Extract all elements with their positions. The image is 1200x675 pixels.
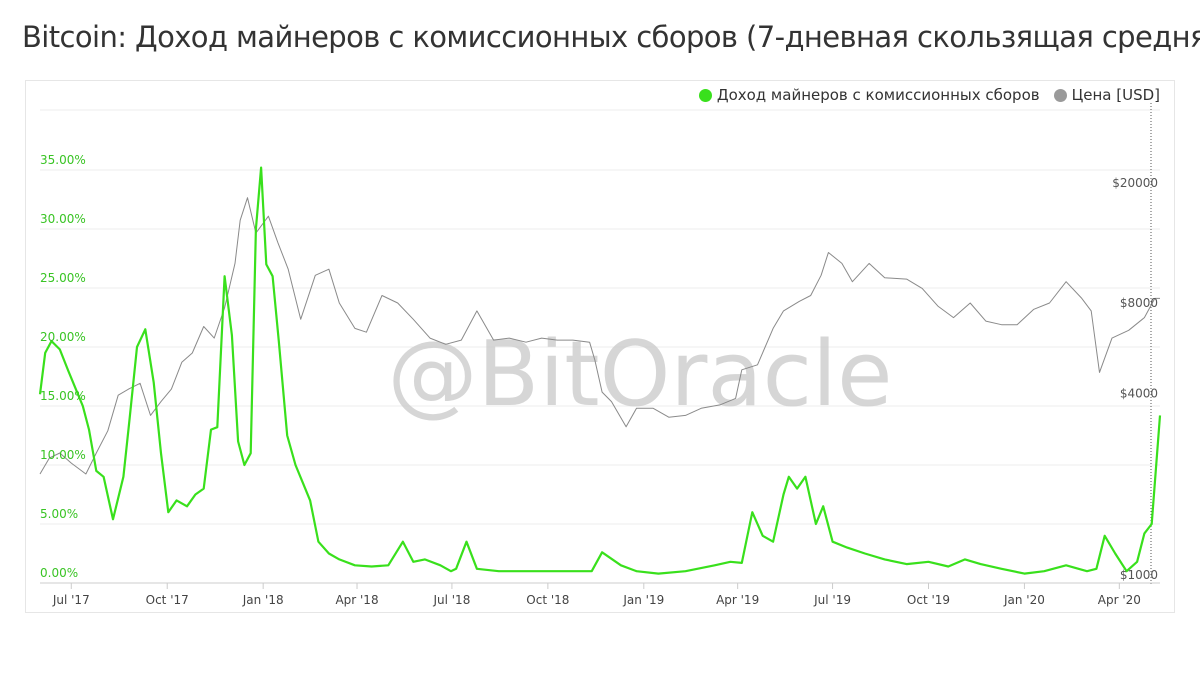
x-tick-label: Jan '19 (622, 593, 664, 607)
y-right-tick-label: $1000 (1120, 568, 1158, 582)
chart-title: Bitcoin: Доход майнеров с комиссионных с… (22, 20, 1200, 54)
x-tick-label: Jul '18 (432, 593, 470, 607)
x-tick-label: Apr '19 (716, 593, 759, 607)
fee-revenue-line (38, 166, 1162, 575)
x-tick-label: Jan '18 (242, 593, 284, 607)
chart-frame (25, 80, 1175, 613)
legend-item-fees[interactable]: Доход майнеров с комиссионных сборов (698, 86, 1040, 104)
x-tick-label: Apr '20 (1098, 593, 1141, 607)
x-tick-label: Oct '17 (146, 593, 189, 607)
x-tick-label: Oct '18 (526, 593, 569, 607)
y-left-tick-label: 30.00% (40, 212, 86, 226)
legend: Доход майнеров с комиссионных сборов Цен… (698, 86, 1160, 104)
y-right-tick-label: $4000 (1120, 387, 1158, 401)
y-right-tick-label: $20000 (1112, 176, 1158, 190)
legend-label-fees: Доход майнеров с комиссионных сборов (716, 86, 1040, 104)
watermark: @BitOracle (388, 322, 893, 427)
y-left-tick-label: 20.00% (40, 330, 86, 344)
y-left-tick-label: 5.00% (40, 507, 78, 521)
legend-dot-fees (698, 88, 712, 102)
series-lines (38, 166, 1162, 575)
y-left-tick-label: 35.00% (40, 153, 86, 167)
legend-label-price: Цена [USD] (1071, 86, 1160, 104)
y-right-tick-label: $8000 (1120, 296, 1158, 310)
x-tick-label: Jul '17 (52, 593, 90, 607)
x-tick-label: Jul '19 (813, 593, 851, 607)
x-tick-label: Jan '20 (1003, 593, 1045, 607)
y-left-tick-label: 0.00% (40, 566, 78, 580)
y-left-tick-label: 25.00% (40, 271, 86, 285)
x-tick-label: Apr '18 (335, 593, 378, 607)
legend-dot-price (1053, 88, 1067, 102)
y-left-tick-label: 15.00% (40, 389, 86, 403)
y-left-tick-label: 10.00% (40, 448, 86, 462)
price-line (39, 197, 1160, 475)
x-tick-label: Oct '19 (907, 593, 950, 607)
axis-labels: 0.00% 5.00% 10.00% 15.00% 20.00% 25.00% 30.00%… (40, 153, 1160, 607)
legend-item-price[interactable]: Цена [USD] (1053, 86, 1160, 104)
